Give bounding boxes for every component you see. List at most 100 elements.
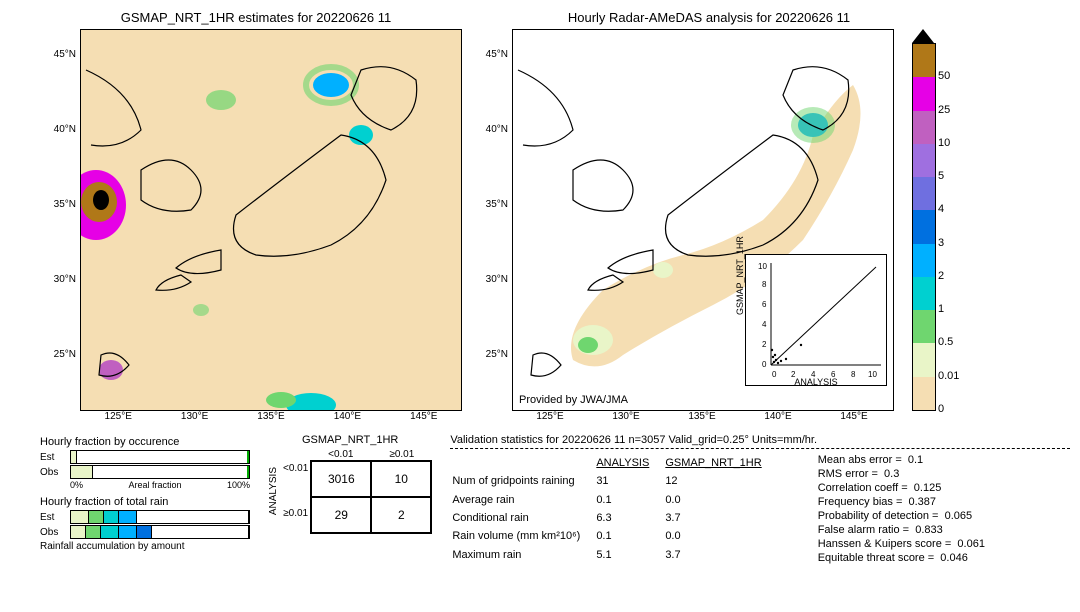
bars-block: Hourly fraction by occurence Est Obs 0% … — [40, 434, 250, 554]
stats-metric: False alarm ratio = 0.833 — [818, 523, 985, 537]
stats-metric: Correlation coeff = 0.125 — [818, 481, 985, 495]
lat-tick: 30°N — [486, 274, 508, 285]
stats-col-header: ANALYSIS — [596, 455, 663, 471]
stats-metric: Hanssen & Kuipers score = 0.061 — [818, 537, 985, 551]
contingency-table: GSMAP_NRT_1HR ANALYSIS <0.01 ≥0.01 <0.01… — [268, 434, 432, 536]
map-attribution: Provided by JWA/JMA — [519, 394, 628, 406]
svg-text:10: 10 — [758, 262, 767, 271]
lon-tick: 125°E — [105, 411, 132, 422]
colorbar-label: 1 — [938, 303, 944, 315]
map-right-title: Hourly Radar-AMeDAS analysis for 2022062… — [482, 10, 936, 25]
colorbar-label: 25 — [938, 104, 950, 116]
ct-row-label: <0.01 — [283, 463, 308, 474]
lon-tick: 145°E — [410, 411, 437, 422]
axis-right: 100% — [227, 480, 250, 490]
bar-track — [70, 510, 250, 524]
occurrence-title: Hourly fraction by occurence — [40, 436, 250, 448]
ct-col-label: ≥0.01 — [372, 449, 432, 460]
bar-label: Est — [40, 512, 70, 523]
lon-tick: 140°E — [764, 411, 791, 422]
svg-text:8: 8 — [762, 280, 767, 289]
colorbar-label: 5 — [938, 170, 944, 182]
stats-col-header: GSMAP_NRT_1HR — [665, 455, 775, 471]
lat-tick: 40°N — [54, 124, 76, 135]
stats-metric: Probability of detection = 0.065 — [818, 509, 985, 523]
bar-label: Obs — [40, 527, 70, 538]
ct-col-header: GSMAP_NRT_1HR — [268, 434, 432, 446]
stats-metric: Equitable threat score = 0.046 — [818, 551, 985, 565]
bar-row: Obs — [40, 465, 250, 479]
stats-metrics: Mean abs error = 0.1RMS error = 0.3Corre… — [818, 453, 985, 565]
svg-text:2: 2 — [762, 340, 767, 349]
lon-tick: 135°E — [688, 411, 715, 422]
stats-header: Validation statistics for 20220626 11 n=… — [450, 434, 1070, 449]
axis-center: Areal fraction — [128, 480, 181, 490]
stats-val-b: 0.0 — [665, 528, 775, 544]
stats-val-b: 3.7 — [665, 547, 775, 563]
map-left-panel: GSMAP_NRT_1HR estimates for 20220626 11 … — [50, 10, 462, 422]
scatter-xlabel: ANALYSIS — [746, 377, 886, 387]
map-right: Provided by JWA/JMA 02 46 810 02 — [512, 29, 894, 411]
bar-track — [70, 450, 250, 464]
colorbar-label: 50 — [938, 70, 950, 82]
map-right-panel: Hourly Radar-AMeDAS analysis for 2022062… — [482, 10, 936, 422]
totalrain-footer: Rainfall accumulation by amount — [40, 541, 250, 552]
axis-left: 0% — [70, 480, 83, 490]
colorbar: 00.010.512345102550 — [912, 29, 936, 411]
lon-tick: 135°E — [257, 411, 284, 422]
stats-val-b: 0.0 — [665, 492, 775, 508]
bar-track — [70, 465, 250, 479]
bar-track — [70, 525, 250, 539]
lat-tick: 35°N — [54, 199, 76, 210]
svg-text:4: 4 — [762, 320, 767, 329]
svg-text:0: 0 — [762, 360, 767, 369]
colorbar-label: 0.5 — [938, 336, 953, 348]
bar-label: Obs — [40, 467, 70, 478]
stats-metric: Mean abs error = 0.1 — [818, 453, 985, 467]
ct-cell: 3016 — [311, 461, 371, 497]
stats-row: Rain volume (mm km²10⁶)0.10.0 — [452, 528, 775, 544]
bar-row: Est — [40, 510, 250, 524]
stats-val-b: 3.7 — [665, 510, 775, 526]
stats-metric: RMS error = 0.3 — [818, 467, 985, 481]
stats-val-a: 0.1 — [596, 528, 663, 544]
stats-row-name: Rain volume (mm km²10⁶) — [452, 528, 594, 544]
stats-row: Average rain0.10.0 — [452, 492, 775, 508]
colorbar-label: 2 — [938, 270, 944, 282]
lon-tick: 130°E — [612, 411, 639, 422]
lat-tick: 45°N — [54, 49, 76, 60]
stats-row-name: Average rain — [452, 492, 594, 508]
lat-tick: 25°N — [486, 349, 508, 360]
lon-tick: 125°E — [536, 411, 563, 422]
ct-cell: 29 — [311, 497, 371, 533]
colorbar-label: 10 — [938, 137, 950, 149]
stats-row-name: Maximum rain — [452, 547, 594, 563]
stats-row-name: Conditional rain — [452, 510, 594, 526]
lat-tick: 45°N — [486, 49, 508, 60]
stats-val-a: 5.1 — [596, 547, 663, 563]
lon-tick: 140°E — [334, 411, 361, 422]
bar-row: Est — [40, 450, 250, 464]
ct-cell: 10 — [371, 461, 431, 497]
colorbar-label: 0 — [938, 403, 944, 415]
map-left-svg — [81, 30, 461, 410]
stats-block: Validation statistics for 20220626 11 n=… — [450, 434, 1070, 565]
ct-col-label: <0.01 — [311, 449, 371, 460]
lon-tick: 145°E — [840, 411, 867, 422]
stats-val-b: 12 — [665, 473, 775, 489]
bar-row: Obs — [40, 525, 250, 539]
stats-row: Num of gridpoints raining3112 — [452, 473, 775, 489]
stats-val-a: 6.3 — [596, 510, 663, 526]
stats-val-a: 31 — [596, 473, 663, 489]
stats-metric: Frequency bias = 0.387 — [818, 495, 985, 509]
lat-tick: 40°N — [486, 124, 508, 135]
bottom-row: Hourly fraction by occurence Est Obs 0% … — [10, 434, 1070, 565]
stats-row: Conditional rain6.33.7 — [452, 510, 775, 526]
top-row: GSMAP_NRT_1HR estimates for 20220626 11 … — [10, 10, 1070, 422]
totalrain-title: Hourly fraction of total rain — [40, 496, 250, 508]
ct-cell: 2 — [371, 497, 431, 533]
scatter-inset: 02 46 810 02 46 810 ANALYSIS GSMAP_NRT_1… — [745, 254, 887, 386]
colorbar-label: 0.01 — [938, 370, 959, 382]
stats-table: ANALYSIS GSMAP_NRT_1HR Num of gridpoints… — [450, 453, 777, 565]
lon-tick: 130°E — [181, 411, 208, 422]
